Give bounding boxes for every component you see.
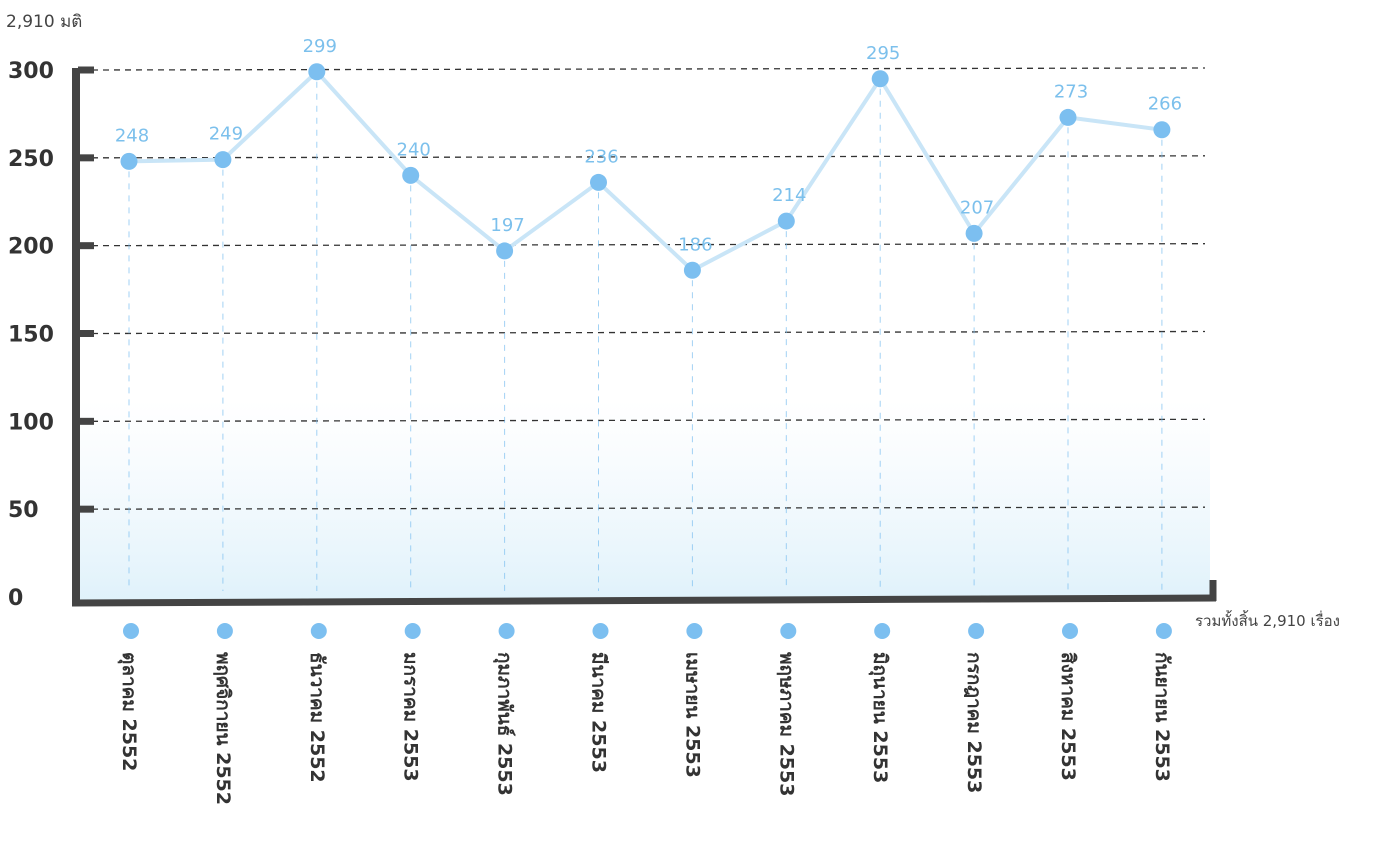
y-tick-label: 100 [8, 410, 54, 435]
x-tick-label: มิถุนายน 2553 [868, 652, 891, 783]
series-line [128, 68, 1163, 273]
data-label: 207 [960, 197, 994, 218]
data-point [1059, 108, 1077, 126]
x-tick-labels: ตุลาคม 2552 พฤศจิกายน 2552 ธันวาคม 2552 มกร… [117, 652, 1173, 805]
y-tick-label: 300 [8, 59, 54, 84]
x-tick-label: สิงหาคม 2553 [1057, 652, 1079, 781]
x-axis [71, 594, 1217, 607]
data-point [777, 212, 795, 230]
category-dot [216, 623, 233, 639]
x-tick-label: มีนาคม 2553 [588, 652, 610, 773]
x-tick-label: กันยายน 2553 [1151, 652, 1173, 782]
axes [71, 66, 1217, 607]
x-tick-label: เมษายน 2553 [681, 652, 703, 778]
y-tick-label: 150 [8, 323, 54, 348]
gridline [91, 243, 1206, 247]
category-dot [1155, 623, 1172, 639]
x-tick-label: กุมภาพันธ์ 2553 [493, 652, 516, 796]
category-dot [780, 623, 797, 639]
x-tick-label: ธันวาคม 2552 [306, 652, 328, 783]
data-label: 236 [584, 146, 618, 167]
y-tick-label: 250 [8, 147, 54, 172]
data-point [1153, 121, 1171, 139]
data-points [120, 63, 1171, 279]
data-label: 186 [678, 234, 712, 255]
category-dot [498, 623, 515, 639]
category-dot [404, 623, 421, 639]
data-label: 240 [397, 139, 431, 160]
category-dot [686, 623, 703, 639]
data-point [214, 151, 232, 169]
data-label: 249 [209, 124, 243, 145]
gridline [91, 155, 1206, 159]
x-tick-label: พฤศจิกายน 2552 [212, 652, 234, 805]
y-tick-label: 200 [8, 235, 54, 260]
category-markers [123, 623, 1172, 639]
data-labels: 248 249 299 240 197 236 186 214 295 207 273 266 [115, 36, 1182, 256]
plot-background [80, 400, 1210, 600]
data-point [683, 261, 701, 279]
data-point [871, 70, 889, 88]
y-tick-label: 0 [8, 586, 23, 611]
data-point [120, 152, 138, 170]
x-tick-label: กรกฎาคม 2553 [963, 652, 985, 793]
x-tick-label: พฤษภาคม 2553 [775, 652, 797, 796]
data-point [590, 173, 607, 191]
data-point [496, 242, 514, 260]
y-tick-labels: 0 50 100 150 200 250 300 [8, 59, 54, 611]
chart-title: 2,910 มติ [6, 12, 82, 32]
category-dot [1062, 623, 1078, 639]
data-label: 295 [866, 43, 900, 64]
category-dot [968, 623, 985, 639]
category-dot [310, 623, 327, 639]
gridlines [91, 67, 1206, 510]
data-label: 266 [1148, 94, 1182, 115]
gridline [91, 418, 1206, 422]
category-guide-lines [128, 81, 1163, 591]
data-point [308, 63, 326, 81]
x-tick-label: มกราคม 2553 [400, 652, 422, 782]
data-label: 214 [772, 185, 806, 206]
data-point [965, 224, 983, 242]
gridline [91, 506, 1206, 510]
category-dot [123, 623, 139, 639]
category-dot [592, 623, 609, 639]
category-dot [874, 623, 891, 639]
data-label: 248 [115, 125, 149, 146]
total-note: รวมทั้งสิ้น 2,910 เรื่อง [1195, 610, 1340, 630]
gridline [91, 330, 1206, 335]
gridline [91, 67, 1206, 71]
x-tick-label: ตุลาคม 2552 [117, 652, 140, 771]
data-label: 273 [1054, 81, 1088, 102]
data-point [402, 166, 420, 184]
data-label: 197 [490, 215, 524, 236]
y-tick-label: 50 [8, 498, 39, 523]
data-label: 299 [303, 36, 337, 57]
